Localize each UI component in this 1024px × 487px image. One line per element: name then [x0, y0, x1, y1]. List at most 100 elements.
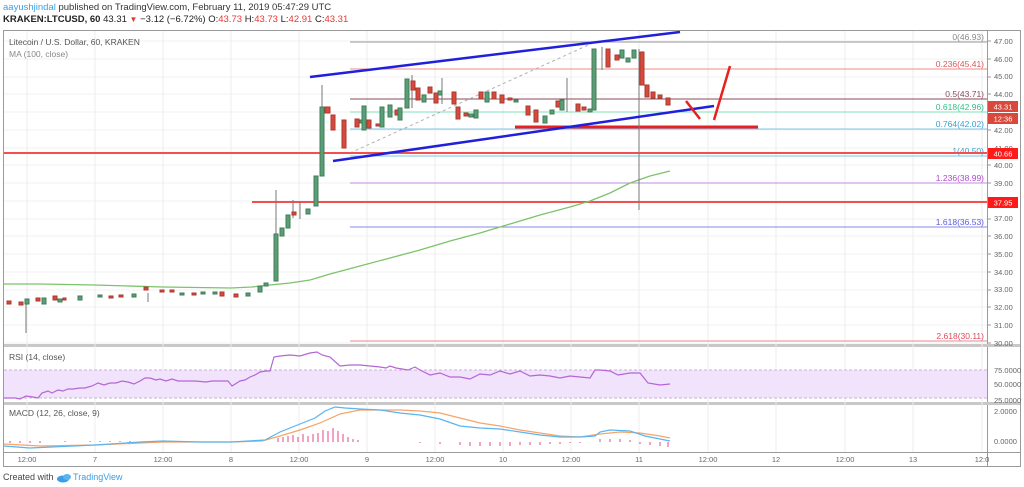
svg-text:0.0000: 0.0000 [994, 437, 1017, 446]
svg-text:36.00: 36.00 [994, 232, 1013, 241]
svg-text:25.0000: 25.0000 [994, 396, 1021, 405]
svg-text:12:0: 12:0 [975, 455, 990, 464]
high-label: H: [244, 14, 255, 25]
low-label: L: [280, 14, 289, 25]
time-axis[interactable]: 12:00 7 12:00 8 12:00 9 12:00 10 12:00 11 12:00… [18, 455, 990, 464]
svg-text:75.0000: 75.0000 [994, 366, 1021, 375]
svg-text:12:00: 12:00 [426, 455, 445, 464]
macd-histogram [9, 428, 669, 447]
fib-label-1-236: 1.236(38.99) [936, 173, 984, 183]
channel-lower-line[interactable] [332, 104, 715, 163]
fib-label-0-236: 0.236(45.41) [936, 59, 984, 69]
high-value: 43.73 [254, 14, 278, 25]
projection-down-stroke[interactable] [685, 100, 701, 120]
svg-text:33.00: 33.00 [994, 285, 1013, 294]
svg-text:30.00: 30.00 [994, 339, 1013, 348]
projection-up-stroke[interactable] [712, 65, 732, 121]
tradingview-link[interactable]: TradingView [73, 472, 123, 482]
rsi-scale-ticks: 75.0000 50.0000 25.0000 [994, 366, 1021, 405]
last-price-badge: 43.31 [988, 101, 1018, 112]
macd-signal-line [3, 409, 671, 447]
rsi-band [4, 370, 987, 398]
svg-text:12:00: 12:00 [562, 455, 581, 464]
fib-labels: 0(46.93) 0.236(45.41) 0.5(43.71) 0.618(4… [936, 32, 984, 341]
author-link[interactable]: aayushjindal [3, 2, 56, 13]
price-scale-tick-marks [987, 40, 991, 344]
publish-line: aayushjindal published on TradingView.co… [3, 2, 331, 13]
ma-100-line [4, 170, 671, 289]
fib-label-0: 0(46.93) [952, 32, 984, 42]
fib-trend-line [349, 41, 596, 154]
svg-text:12:00: 12:00 [290, 455, 309, 464]
fib-retracement[interactable] [349, 41, 987, 342]
tradingview-logo-icon[interactable] [57, 474, 71, 483]
svg-text:12:00: 12:00 [836, 455, 855, 464]
fib-label-0-764: 0.764(42.02) [936, 119, 984, 129]
svg-text:12:00: 12:00 [18, 455, 37, 464]
fib-label-2-618: 2.618(30.11) [936, 331, 984, 341]
svg-text:37.00: 37.00 [994, 214, 1013, 223]
svg-text:50.0000: 50.0000 [994, 380, 1021, 389]
svg-text:9: 9 [365, 455, 369, 464]
open-value: 43.73 [218, 14, 243, 25]
symbol-label: KRAKEN:LTCUSD, 60 [3, 14, 101, 25]
candlesticks [6, 47, 671, 333]
fib-label-1: 1(40.50) [952, 146, 984, 156]
rsi-pane-title[interactable]: RSI (14, close) [9, 352, 66, 362]
svg-text:40.66: 40.66 [994, 150, 1013, 159]
svg-text:37.95: 37.95 [994, 199, 1013, 208]
price-pane-title: Litecoin / U.S. Dollar, 60, KRAKEN [9, 37, 140, 47]
fib-label-0-5: 0.5(43.71) [945, 89, 984, 99]
close-label: C: [314, 14, 325, 25]
horizontal-grid [4, 40, 987, 344]
svg-text:2.0000: 2.0000 [994, 407, 1017, 416]
svg-text:44.00: 44.00 [994, 90, 1013, 99]
footer: Created with TradingView [3, 472, 123, 482]
low-value: 42.91 [288, 14, 313, 25]
symbol-line: KRAKEN:LTCUSD, 60 43.31 ▼ −3.12 (−6.72%)… [3, 14, 348, 25]
svg-text:12:36: 12:36 [994, 115, 1013, 124]
fib-label-0-618: 0.618(42.96) [936, 102, 984, 112]
created-with-text: Created with [3, 472, 57, 482]
svg-text:10: 10 [499, 455, 507, 464]
macd-line [3, 406, 671, 449]
svg-text:32.00: 32.00 [994, 303, 1013, 312]
svg-text:45.00: 45.00 [994, 72, 1013, 81]
fib-label-1-618: 1.618(36.53) [936, 217, 984, 227]
close-value: 43.31 [324, 14, 349, 25]
svg-text:47.00: 47.00 [994, 37, 1013, 46]
down-triangle-icon: ▼ [129, 15, 138, 24]
svg-text:34.00: 34.00 [994, 268, 1013, 277]
chart-frame [3, 30, 1021, 467]
macd-scale-ticks: 2.0000 0.0000 [994, 407, 1017, 446]
svg-text:7: 7 [93, 455, 97, 464]
macd-pane-title[interactable]: MACD (12, 26, close, 9) [9, 408, 100, 418]
open-label: O: [208, 14, 219, 25]
pane-separator-price-rsi[interactable] [4, 344, 1020, 347]
svg-text:43.31: 43.31 [994, 103, 1013, 112]
svg-text:11: 11 [635, 455, 643, 464]
channel-upper-line[interactable] [309, 30, 681, 79]
pane-separator-rsi-macd[interactable] [4, 402, 1020, 405]
level-badge-40-66: 40.66 [988, 148, 1018, 159]
svg-text:40.00: 40.00 [994, 161, 1013, 170]
last-price: 43.31 [103, 14, 127, 25]
svg-text:12:00: 12:00 [154, 455, 173, 464]
ma-indicator-label[interactable]: MA (100, close) [9, 49, 69, 59]
svg-text:42.00: 42.00 [994, 126, 1013, 135]
svg-text:12: 12 [772, 455, 780, 464]
rsi-line [4, 351, 671, 400]
level-badge-37-95: 37.95 [988, 197, 1018, 208]
svg-text:12:00: 12:00 [699, 455, 718, 464]
price-change: −3.12 (−6.72%) [140, 14, 206, 25]
published-text: published on TradingView.com, February 1… [55, 2, 332, 13]
svg-text:39.00: 39.00 [994, 179, 1013, 188]
svg-text:13: 13 [909, 455, 917, 464]
svg-text:31.00: 31.00 [994, 321, 1013, 330]
svg-text:46.00: 46.00 [994, 55, 1013, 64]
countdown-badge: 12:36 [988, 113, 1018, 124]
svg-text:35.00: 35.00 [994, 250, 1013, 259]
svg-text:8: 8 [229, 455, 233, 464]
